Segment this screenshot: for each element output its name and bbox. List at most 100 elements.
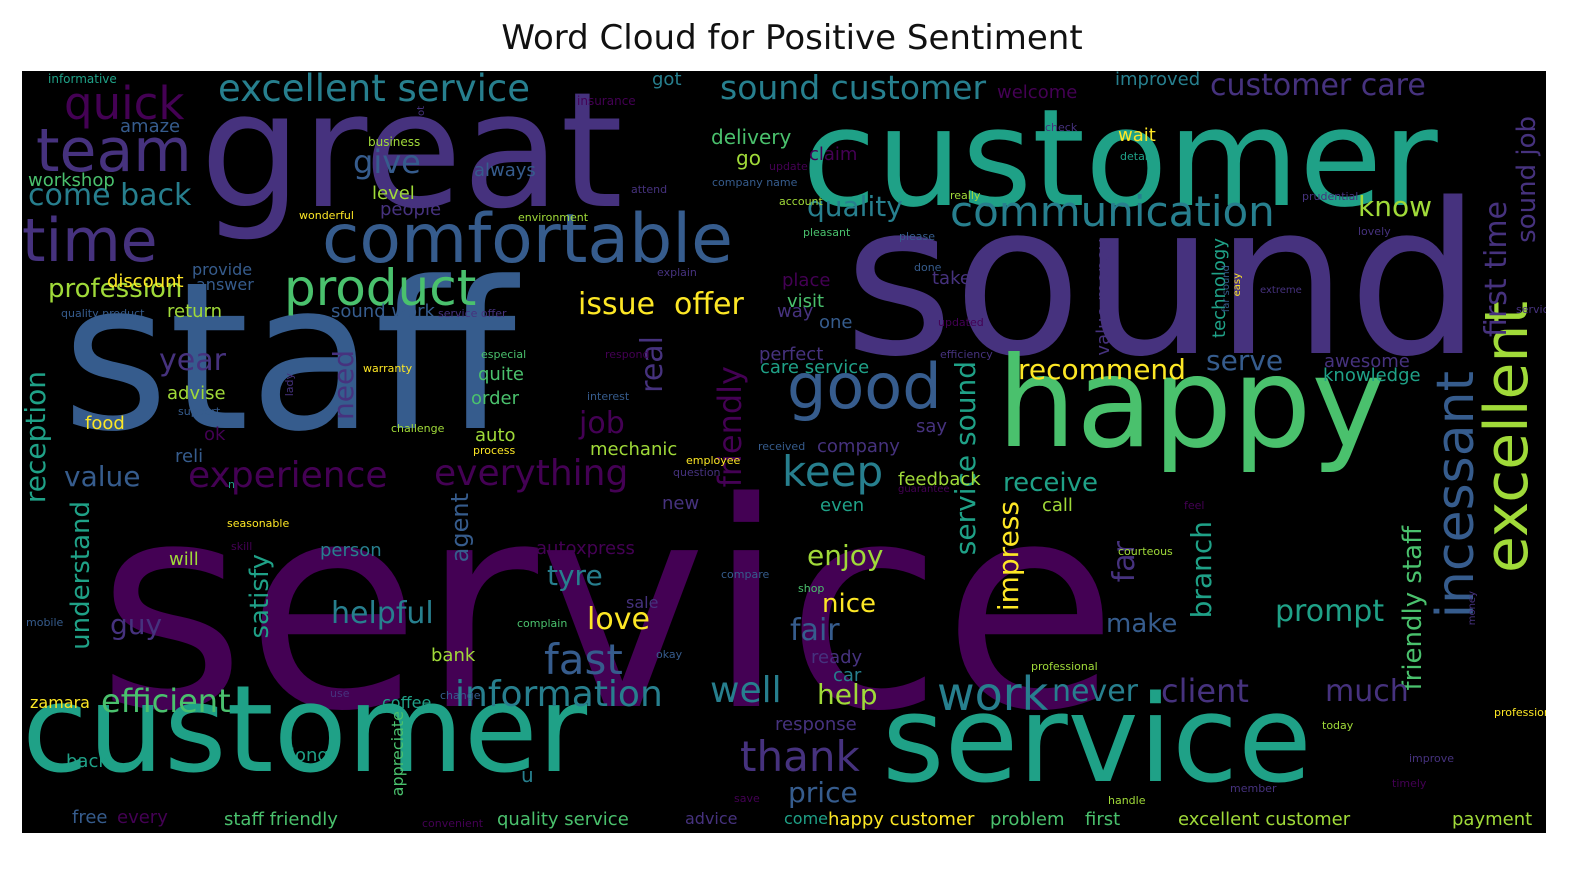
word-even: even (820, 495, 865, 516)
word-thank: thank (740, 732, 860, 781)
word-excellent-service: excellent service (218, 71, 531, 110)
word-quality-product: quality product (61, 307, 145, 320)
word-delivery: delivery (711, 125, 792, 149)
word-experience: experience (188, 455, 388, 496)
word-use: use (330, 687, 350, 700)
word-payment: payment (1452, 809, 1533, 830)
word-business: business (368, 135, 421, 149)
word-care-service: care service (760, 357, 870, 378)
word-interest: interest (587, 390, 630, 403)
word-team: team (36, 116, 192, 186)
word-job: job (579, 406, 625, 441)
word-free: free (72, 807, 108, 828)
word-say: say (916, 416, 948, 437)
word-nice: nice (822, 589, 876, 619)
word-attend: attend (631, 183, 668, 196)
word-ready: ready (811, 647, 863, 668)
word-quite: quite (478, 364, 524, 385)
word-prompt: prompt (1275, 594, 1385, 629)
word-autoxpress: autoxpress (536, 538, 635, 559)
word-advise: advise (167, 383, 226, 404)
word-workshop: workshop (28, 170, 115, 191)
word-welcome: welcome (997, 82, 1078, 103)
word-handle: handle (1108, 794, 1146, 807)
word-money: money (1467, 591, 1478, 626)
word-value: value (64, 460, 141, 493)
chart-title: Word Cloud for Positive Sentiment (501, 18, 1083, 58)
word-well: well (710, 670, 782, 711)
word-skill: skill (231, 540, 253, 553)
word-support: support (178, 405, 221, 418)
word-company-name: company name (712, 176, 798, 189)
word-update: update (769, 160, 808, 173)
word-come-back: come back (28, 178, 192, 213)
word-detail: detail (1120, 150, 1151, 163)
word-mobile: mobile (26, 616, 64, 629)
word-efficiency: efficiency (940, 348, 993, 361)
word-updated: updated (938, 316, 984, 329)
word-level: level (372, 183, 415, 204)
word-need: need (327, 350, 360, 420)
word-amaze: amaze (120, 116, 181, 137)
word-response: response (775, 714, 857, 735)
word-wait: wait (1118, 125, 1156, 146)
word-account: account (779, 195, 823, 208)
word-question: question (673, 466, 721, 479)
word-price: price (788, 776, 858, 809)
word-work: work (937, 667, 1049, 721)
word-every: every (117, 807, 168, 828)
word-courteous: courteous (1118, 545, 1173, 558)
word-especial: especial (481, 348, 527, 361)
word-seasonable: seasonable (227, 517, 290, 530)
word-zamara: zamara (30, 693, 90, 712)
word-knowledge: knowledge (1323, 365, 1421, 386)
word-sound: sound (844, 158, 1482, 403)
word-people: people (380, 199, 442, 220)
word-good: good (787, 350, 942, 423)
word-one: one (819, 312, 853, 333)
word-professional: professional (1031, 660, 1098, 673)
word-fair: fair (790, 613, 840, 648)
word-receive: receive (1003, 468, 1099, 498)
word-ok: ok (204, 424, 226, 445)
word-service-delivery: service delivery (1516, 303, 1546, 316)
word-lot: lot (416, 106, 427, 119)
word-new: new (662, 493, 700, 514)
word-challenge: challenge (391, 422, 445, 435)
word-shop: shop (798, 582, 825, 595)
word-improve: improve (1409, 752, 1455, 765)
word-explain: explain (657, 266, 697, 279)
word-problem: problem (990, 809, 1065, 830)
word-first-time: first time (1479, 201, 1514, 337)
word-done: done (914, 261, 942, 274)
word-great: great (200, 71, 624, 244)
word-communication: communication (950, 187, 1275, 236)
word-cloud: service staff sound great customer customer se… (22, 71, 1546, 833)
word-really: really (950, 189, 981, 202)
word-please: please (899, 230, 936, 243)
word-lady: lady (283, 373, 296, 397)
word-provide: provide (192, 260, 253, 279)
word-n: n (228, 478, 235, 491)
word-car: car (833, 665, 862, 686)
word-issue: issue (578, 287, 656, 322)
word-come: come (784, 809, 829, 828)
word-service-offer: service offer (438, 307, 507, 320)
word-person: person (320, 540, 382, 561)
word-easy: easy (1232, 273, 1243, 297)
word-sound-work: sound work (331, 301, 435, 322)
word-advice: advice (685, 809, 738, 828)
word-excellent: excellent (1472, 301, 1542, 574)
word-love: love (587, 602, 650, 637)
word-comfortable: comfortable (322, 200, 733, 279)
word-incessant: incessant (1426, 371, 1486, 619)
word-way: way (777, 301, 814, 322)
word-prudential: prudential (1302, 190, 1359, 203)
word-extreme: extreme (1260, 285, 1302, 296)
word-awesome: awesome (1324, 351, 1410, 372)
word-visit: visit (787, 291, 825, 312)
word-okay: okay (656, 648, 683, 661)
word-client: client (1161, 672, 1249, 710)
word-help: help (817, 678, 878, 711)
word-helpful: helpful (331, 596, 434, 631)
